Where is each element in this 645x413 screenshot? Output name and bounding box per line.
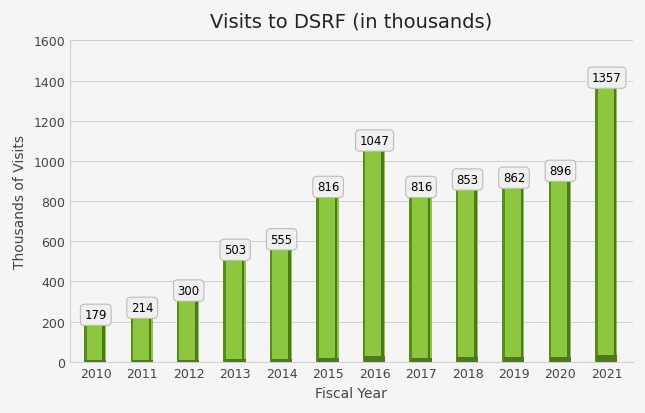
Bar — [132, 319, 153, 362]
Bar — [550, 357, 571, 362]
Bar — [103, 326, 105, 362]
Bar — [132, 360, 153, 362]
Bar — [149, 319, 152, 362]
Text: 816: 816 — [410, 181, 432, 194]
Text: 1047: 1047 — [360, 135, 390, 148]
Bar — [130, 319, 133, 362]
Bar — [381, 152, 384, 362]
Text: 503: 503 — [224, 244, 246, 256]
Bar — [271, 251, 292, 362]
Text: 816: 816 — [317, 181, 339, 194]
X-axis label: Fiscal Year: Fiscal Year — [315, 387, 387, 401]
Bar — [502, 189, 505, 362]
Bar — [504, 189, 524, 362]
Bar — [195, 302, 198, 362]
Bar — [85, 326, 106, 362]
Text: 862: 862 — [503, 172, 525, 185]
Bar — [597, 355, 617, 362]
Bar — [410, 198, 412, 362]
Text: 300: 300 — [177, 284, 200, 297]
Bar — [270, 251, 272, 362]
Bar — [549, 182, 551, 362]
Y-axis label: Thousands of Visits: Thousands of Visits — [12, 135, 26, 268]
Bar — [223, 261, 226, 362]
Bar — [597, 90, 617, 362]
Bar — [317, 198, 339, 362]
Text: 555: 555 — [270, 233, 293, 246]
Bar — [521, 189, 523, 362]
Text: 896: 896 — [550, 165, 571, 178]
Bar — [595, 90, 598, 362]
Bar — [317, 358, 339, 362]
Bar — [474, 191, 477, 362]
Bar — [428, 198, 430, 362]
Bar — [457, 191, 478, 362]
Bar — [224, 261, 246, 362]
Bar — [550, 182, 571, 362]
Bar — [242, 261, 244, 362]
Bar — [363, 152, 365, 362]
Text: 1357: 1357 — [592, 72, 622, 85]
Bar — [364, 356, 385, 362]
Bar — [178, 302, 199, 362]
Bar — [456, 191, 459, 362]
Bar — [335, 198, 337, 362]
Bar — [567, 182, 570, 362]
Bar — [271, 359, 292, 362]
Text: 214: 214 — [131, 301, 154, 315]
Bar — [177, 302, 179, 362]
Text: 179: 179 — [84, 309, 107, 322]
Bar — [411, 198, 432, 362]
Bar — [457, 358, 478, 362]
Bar — [224, 359, 246, 362]
Bar — [411, 358, 432, 362]
Bar — [364, 152, 385, 362]
Title: Visits to DSRF (in thousands): Visits to DSRF (in thousands) — [210, 12, 493, 31]
Bar — [85, 360, 106, 362]
Bar — [178, 360, 199, 362]
Bar — [504, 358, 524, 362]
Bar — [84, 326, 86, 362]
Bar — [317, 198, 319, 362]
Text: 853: 853 — [457, 173, 479, 187]
Bar — [288, 251, 291, 362]
Bar — [613, 90, 616, 362]
